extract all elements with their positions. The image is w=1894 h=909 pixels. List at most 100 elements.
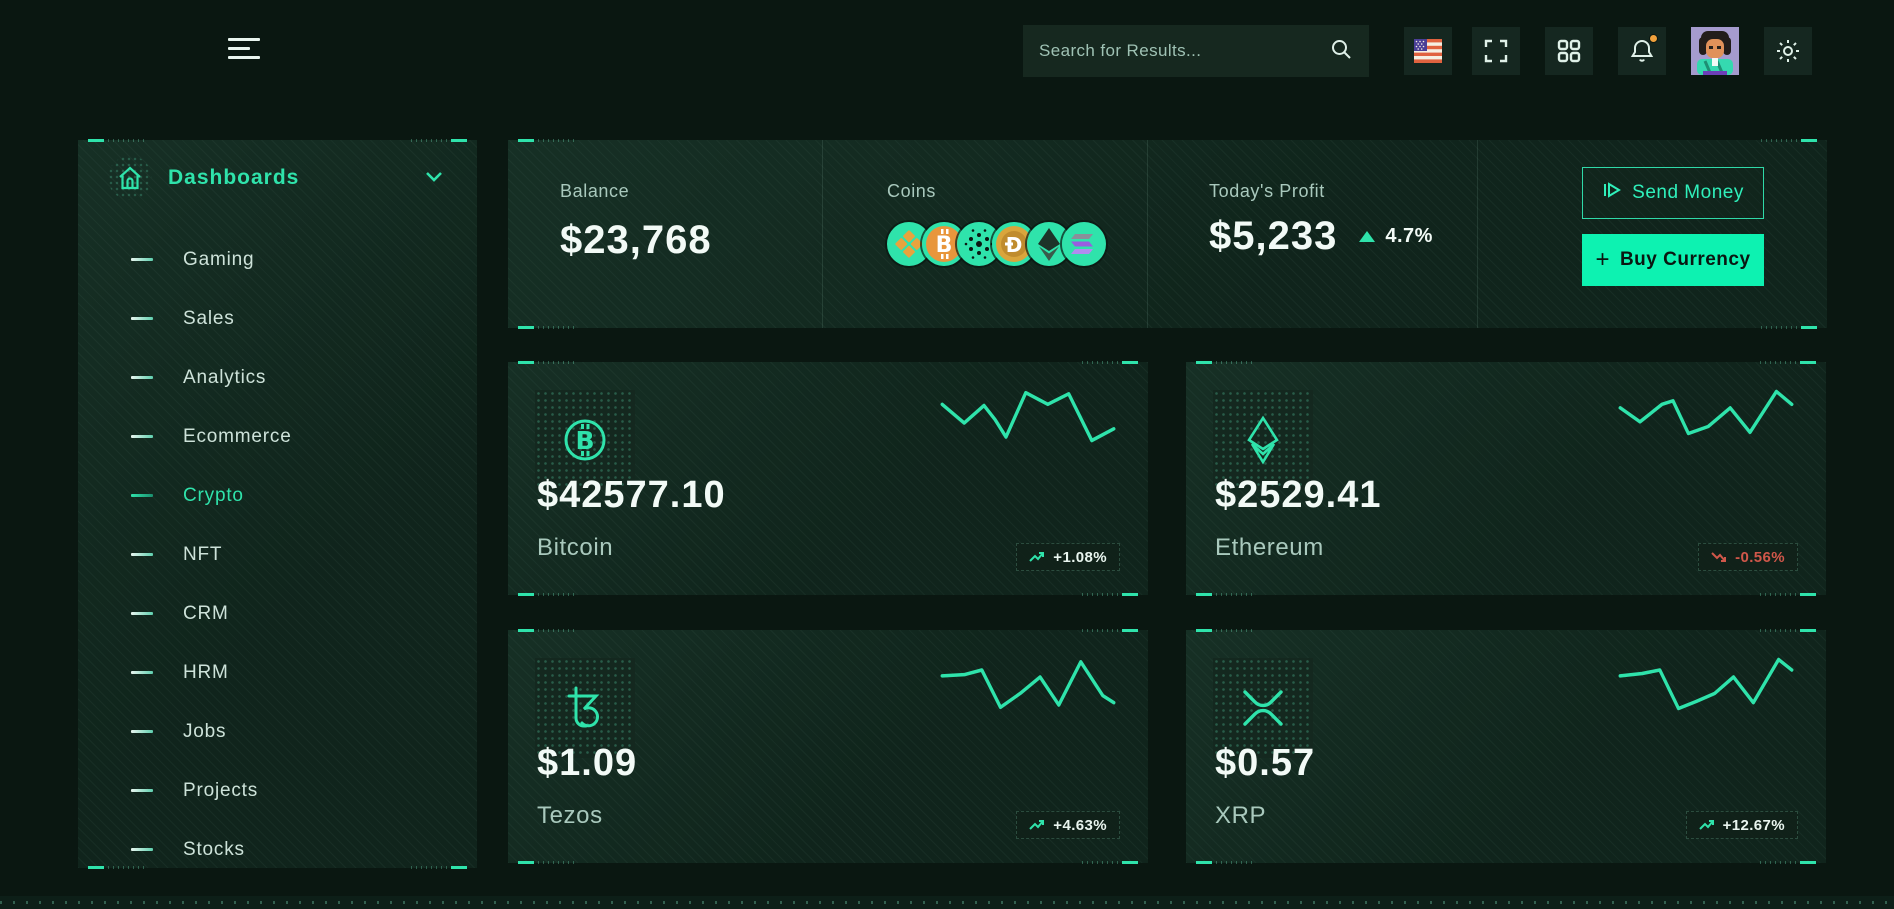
sidebar-item-nft[interactable]: NFT bbox=[78, 525, 477, 584]
profit-change: 4.7% bbox=[1385, 225, 1433, 247]
dash-icon bbox=[131, 671, 153, 674]
sidebar-item-label: Crypto bbox=[183, 484, 244, 506]
sidebar-item-label: Ecommerce bbox=[183, 425, 292, 447]
bitcoin-coin-icon[interactable]: B bbox=[922, 222, 966, 266]
settings-button[interactable] bbox=[1764, 27, 1812, 75]
dash-icon bbox=[131, 789, 153, 792]
trend-up-triangle-icon bbox=[1359, 231, 1376, 242]
sidebar-item-sales[interactable]: Sales bbox=[78, 289, 477, 348]
us-flag-icon bbox=[1413, 36, 1443, 66]
send-money-button[interactable]: Send Money bbox=[1582, 167, 1764, 219]
corner-deco bbox=[518, 861, 574, 864]
profile-avatar[interactable] bbox=[1691, 27, 1739, 75]
sidebar-item-label: Analytics bbox=[183, 366, 267, 388]
apps-grid-icon bbox=[1556, 38, 1582, 64]
sidebar-item-hrm[interactable]: HRM bbox=[78, 643, 477, 702]
dash-icon bbox=[131, 317, 153, 320]
corner-deco bbox=[1760, 861, 1816, 864]
plus-icon: + bbox=[1595, 246, 1610, 273]
sidebar-item-jobs[interactable]: Jobs bbox=[78, 702, 477, 761]
sidebar-item-gaming[interactable]: Gaming bbox=[78, 230, 477, 289]
coins-label: Coins bbox=[887, 181, 937, 201]
svg-text:B: B bbox=[575, 426, 594, 455]
cardano-coin-icon[interactable] bbox=[957, 222, 1001, 266]
ethereum-coin-icon[interactable] bbox=[1027, 222, 1071, 266]
svg-text:B: B bbox=[936, 233, 953, 258]
solana-coin-icon[interactable] bbox=[1062, 222, 1106, 266]
xrp-card[interactable]: $0.57 XRP +12.67% bbox=[1186, 629, 1826, 864]
ethereum-sparkline bbox=[1618, 389, 1794, 436]
sidebar-item-label: Jobs bbox=[183, 720, 227, 742]
coins-row: B bbox=[887, 222, 1106, 266]
fullscreen-button[interactable] bbox=[1472, 27, 1520, 75]
tezos-sparkline bbox=[940, 660, 1116, 710]
footer-strip bbox=[0, 896, 1894, 909]
bell-icon bbox=[1629, 38, 1655, 64]
language-flag-button[interactable] bbox=[1404, 27, 1452, 75]
ethereum-name: Ethereum bbox=[1215, 534, 1324, 561]
xrp-price: $0.57 bbox=[1215, 742, 1316, 784]
chevron-down-icon bbox=[425, 170, 443, 188]
corner-deco bbox=[1760, 593, 1816, 596]
corner-deco bbox=[518, 593, 574, 596]
sidebar-item-stocks[interactable]: Stocks bbox=[78, 820, 477, 879]
sidebar-navigation: Dashboards Gaming Sales Analytics Ecommerce… bbox=[78, 139, 477, 869]
ethereum-change-badge: -0.56% bbox=[1698, 543, 1798, 571]
buy-currency-button[interactable]: + Buy Currency bbox=[1582, 234, 1764, 286]
gear-icon bbox=[1775, 38, 1801, 64]
svg-text:D: D bbox=[1006, 233, 1023, 257]
notification-dot bbox=[1649, 34, 1658, 43]
search-input[interactable] bbox=[1039, 41, 1329, 61]
busd-coin-icon[interactable] bbox=[887, 222, 931, 266]
apps-menu-button[interactable] bbox=[1545, 27, 1593, 75]
dash-icon bbox=[131, 848, 153, 851]
sidebar-item-projects[interactable]: Projects bbox=[78, 761, 477, 820]
corner-deco bbox=[1760, 361, 1816, 364]
corner-deco bbox=[1082, 629, 1138, 632]
corner-deco bbox=[518, 361, 574, 364]
balance-section: Balance $23,768 bbox=[508, 140, 822, 328]
profit-value: $5,233 bbox=[1209, 214, 1338, 258]
dash-icon bbox=[131, 553, 153, 556]
dash-icon bbox=[131, 435, 153, 438]
home-icon bbox=[108, 156, 152, 200]
dash-icon bbox=[131, 258, 153, 261]
sidebar-dashboards-toggle[interactable]: Dashboards bbox=[78, 140, 477, 216]
balance-value: $23,768 bbox=[560, 218, 712, 262]
dash-icon bbox=[131, 494, 153, 497]
sidebar-item-analytics[interactable]: Analytics bbox=[78, 348, 477, 407]
dash-icon bbox=[131, 376, 153, 379]
notifications-button[interactable] bbox=[1618, 27, 1666, 75]
xrp-name: XRP bbox=[1215, 802, 1267, 829]
actions-section: Send Money + Buy Currency bbox=[1477, 140, 1827, 328]
sidebar-item-label: HRM bbox=[183, 661, 229, 683]
corner-deco bbox=[1760, 629, 1816, 632]
hamburger-menu-icon[interactable] bbox=[228, 32, 268, 68]
ethereum-card[interactable]: $2529.41 Ethereum -0.56% bbox=[1186, 361, 1826, 596]
avatar-icon bbox=[1691, 27, 1739, 75]
xrp-sparkline bbox=[1618, 657, 1794, 711]
tezos-price: $1.09 bbox=[537, 742, 638, 784]
bitcoin-logo-icon: B bbox=[535, 390, 635, 490]
tezos-change-badge: +4.63% bbox=[1016, 811, 1120, 839]
corner-deco bbox=[1196, 861, 1252, 864]
search-icon[interactable] bbox=[1329, 37, 1353, 66]
bitcoin-price: $42577.10 bbox=[537, 474, 726, 516]
bitcoin-name: Bitcoin bbox=[537, 534, 614, 561]
fullscreen-icon bbox=[1483, 38, 1509, 64]
tezos-card[interactable]: $1.09 Tezos +4.63% bbox=[508, 629, 1148, 864]
sidebar-item-crypto[interactable]: Crypto bbox=[78, 466, 477, 525]
sidebar-item-crm[interactable]: CRM bbox=[78, 584, 477, 643]
sidebar-title: Dashboards bbox=[168, 166, 300, 189]
summary-card: Balance $23,768 Coins bbox=[508, 139, 1827, 329]
coins-section: Coins B bbox=[822, 140, 1147, 328]
bitcoin-change-badge: +1.08% bbox=[1016, 543, 1120, 571]
corner-deco bbox=[1082, 361, 1138, 364]
bitcoin-card[interactable]: B $42577.10 Bitcoin +1.08% bbox=[508, 361, 1148, 596]
corner-deco bbox=[1082, 593, 1138, 596]
sidebar-item-ecommerce[interactable]: Ecommerce bbox=[78, 407, 477, 466]
dogecoin-coin-icon[interactable]: D bbox=[992, 222, 1036, 266]
xrp-logo-icon bbox=[1213, 658, 1313, 758]
corner-deco bbox=[1196, 629, 1252, 632]
